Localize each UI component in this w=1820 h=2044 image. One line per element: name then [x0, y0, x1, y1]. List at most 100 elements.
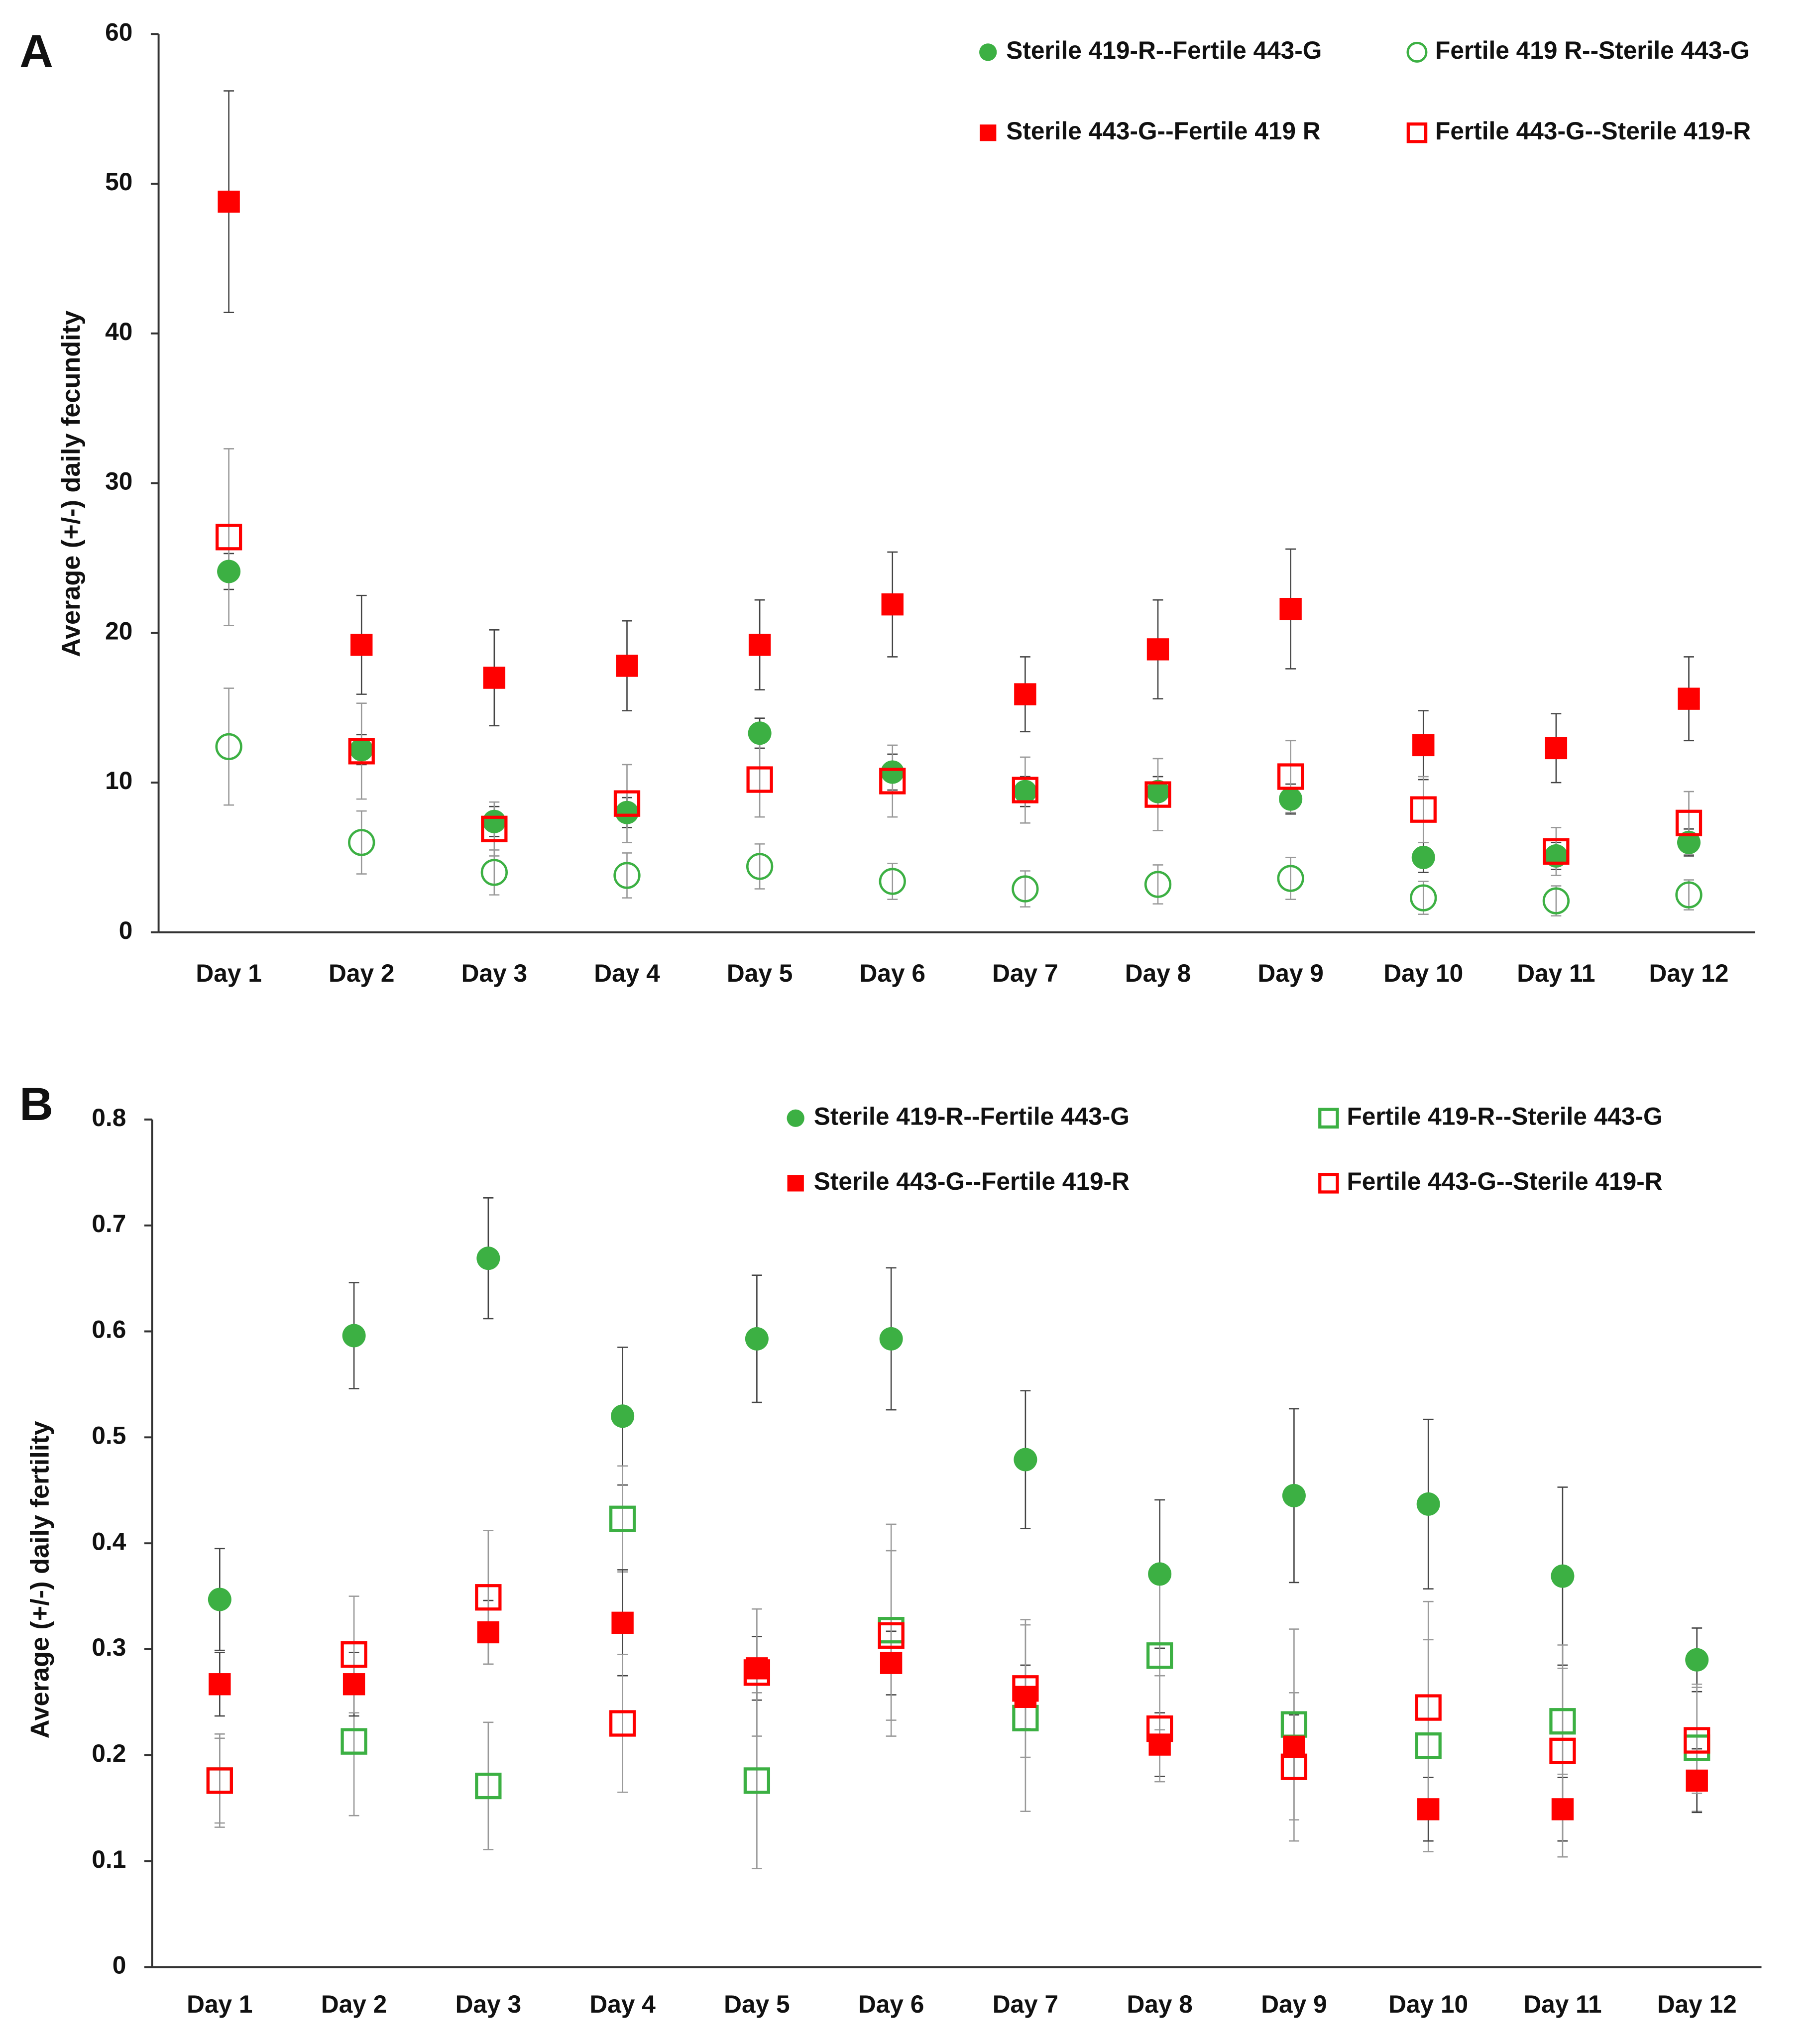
data-point: [206, 1767, 233, 1794]
data-point: [1410, 796, 1437, 823]
data-point: [1279, 787, 1303, 811]
y-tick-label: 40: [105, 318, 132, 345]
data-point: [879, 1327, 903, 1351]
error-bar: [1418, 881, 1429, 915]
data-point: [1279, 597, 1302, 620]
error-bar: [1557, 1644, 1568, 1858]
x-tick-label: Day 10: [1383, 959, 1463, 987]
x-tick-label: Day 1: [196, 959, 261, 987]
legend-label: Sterile 419-R--Fertile 443-G: [1006, 36, 1322, 64]
data-point: [1677, 830, 1701, 854]
x-tick-label: Day 4: [589, 1990, 656, 2018]
data-point: [880, 1652, 903, 1674]
error-bar: [754, 741, 765, 818]
data-point: [881, 760, 905, 784]
data-point: [1675, 881, 1703, 908]
legend-marker: [787, 1175, 804, 1192]
data-point: [611, 1611, 634, 1634]
data-point: [1012, 875, 1039, 903]
data-point: [1146, 1715, 1173, 1742]
data-point: [1412, 734, 1435, 757]
x-tick-label: Day 5: [727, 959, 793, 987]
x-tick-label: Day 10: [1388, 1990, 1468, 2018]
data-point: [1146, 638, 1169, 661]
data-point: [1144, 781, 1171, 808]
y-axis-title: Average (+/-) daily fertility: [25, 1421, 54, 1738]
data-point: [1014, 1448, 1037, 1472]
y-tick-label: 30: [105, 467, 132, 495]
data-point: [215, 524, 242, 551]
data-point: [743, 1659, 771, 1686]
y-axis-title: Average (+/-) daily fecundity: [57, 311, 86, 657]
data-point: [1549, 1737, 1576, 1764]
error-bar: [754, 843, 765, 890]
error-bar: [224, 448, 234, 626]
data-point: [1146, 1642, 1173, 1669]
x-tick-label: Day 9: [1261, 1990, 1327, 2018]
data-point: [1685, 1648, 1709, 1672]
data-point: [342, 1673, 365, 1696]
data-point: [209, 1673, 231, 1696]
y-tick-label: 60: [105, 18, 132, 46]
data-point: [1678, 687, 1700, 710]
data-point: [218, 190, 240, 213]
data-point: [609, 1710, 636, 1737]
x-tick-label: Day 12: [1657, 1990, 1737, 2018]
legend-label: Fertile 419-R--Sterile 443-G: [1347, 1102, 1662, 1130]
y-tick-label: 0.7: [92, 1210, 126, 1238]
y-tick-label: 0: [119, 916, 133, 944]
data-point: [1416, 1492, 1440, 1516]
legend-label: Fertile 443-G--Sterile 419-R: [1435, 117, 1751, 145]
data-point: [342, 1324, 366, 1348]
data-point: [341, 1641, 367, 1668]
x-tick-label: Day 3: [461, 959, 527, 987]
legend-label: Sterile 443-G--Fertile 419 R: [1006, 117, 1320, 145]
legend-label: Sterile 419-R--Fertile 443-G: [814, 1102, 1130, 1130]
legend-marker: [787, 1109, 804, 1127]
data-point: [1542, 887, 1570, 914]
data-point: [1277, 865, 1304, 892]
data-point: [748, 634, 771, 656]
x-tick-label: Day 11: [1523, 1990, 1601, 2018]
data-point: [1144, 871, 1172, 898]
data-point: [1675, 809, 1703, 836]
legend-marker: [980, 124, 997, 141]
x-tick-label: Day 2: [329, 959, 394, 987]
error-bar: [214, 1737, 225, 1824]
legend-marker: [1318, 1173, 1339, 1194]
error-bar: [1418, 776, 1429, 843]
data-point: [879, 868, 906, 895]
data-point: [746, 853, 774, 880]
data-point: [1417, 1798, 1440, 1820]
data-point: [1415, 1732, 1442, 1759]
data-point: [350, 634, 373, 656]
data-point: [1549, 1708, 1576, 1735]
data-point: [1277, 763, 1304, 790]
data-point: [348, 738, 375, 765]
data-point: [745, 1327, 769, 1351]
data-point: [1684, 1727, 1710, 1754]
legend-marker: [1318, 1108, 1339, 1129]
error-bar: [622, 852, 632, 899]
error-bar: [348, 1595, 359, 1714]
data-point: [879, 768, 906, 795]
legend-marker: [979, 43, 997, 61]
data-point: [746, 766, 773, 793]
data-point: [615, 800, 639, 824]
error-bar: [886, 1550, 897, 1721]
error-bar: [483, 1530, 494, 1665]
data-point: [1012, 777, 1039, 803]
y-tick-label: 0.2: [92, 1739, 126, 1767]
data-point: [476, 1247, 500, 1270]
error-bar: [1154, 1675, 1165, 1783]
data-point: [348, 829, 375, 856]
data-point: [475, 1772, 502, 1800]
x-tick-label: Day 8: [1127, 1990, 1192, 2018]
data-point: [481, 815, 508, 842]
y-tick-label: 50: [105, 168, 132, 196]
data-point: [341, 1728, 367, 1755]
data-point: [1411, 845, 1435, 869]
data-point: [1415, 1694, 1442, 1721]
data-point: [881, 593, 904, 616]
